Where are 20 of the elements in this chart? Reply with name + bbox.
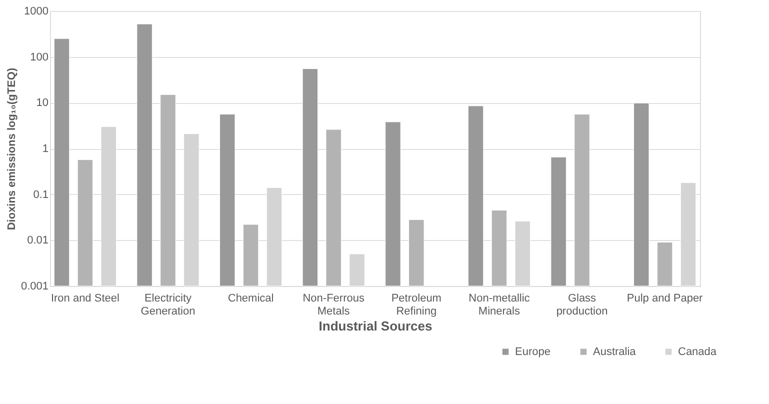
- y-tick-label: 1: [42, 143, 48, 155]
- legend-label: Australia: [593, 346, 637, 358]
- x-tick-label: Non-metallic Minerals: [468, 292, 530, 318]
- y-tick-label: 0.1: [33, 188, 48, 201]
- y-tick-label: 0.001: [20, 280, 48, 292]
- x-tick-label: Pulp and Paper: [626, 292, 704, 304]
- x-tick-label: Petroleum Refining: [391, 292, 442, 318]
- y-tick-label: 100: [30, 51, 48, 64]
- legend-label: Europe: [515, 346, 550, 358]
- x-tick-label: Electricity Generation: [140, 292, 196, 318]
- y-tick-label: 1000: [24, 6, 48, 18]
- y-axis-title: Dioxins emissions log₁₀(gTEQ): [6, 68, 18, 230]
- x-tick-label: Iron and Steel: [50, 292, 120, 304]
- legend-label: Canada: [678, 346, 718, 358]
- y-tick-label: 0.01: [27, 234, 48, 247]
- x-tick-label: Glass production: [556, 292, 608, 318]
- x-tick-label: Chemical: [228, 292, 274, 304]
- x-axis-title: Industrial Sources: [318, 318, 432, 334]
- x-tick-label: Non-Ferrous Metals: [302, 292, 365, 318]
- y-tick-label: 10: [36, 97, 48, 110]
